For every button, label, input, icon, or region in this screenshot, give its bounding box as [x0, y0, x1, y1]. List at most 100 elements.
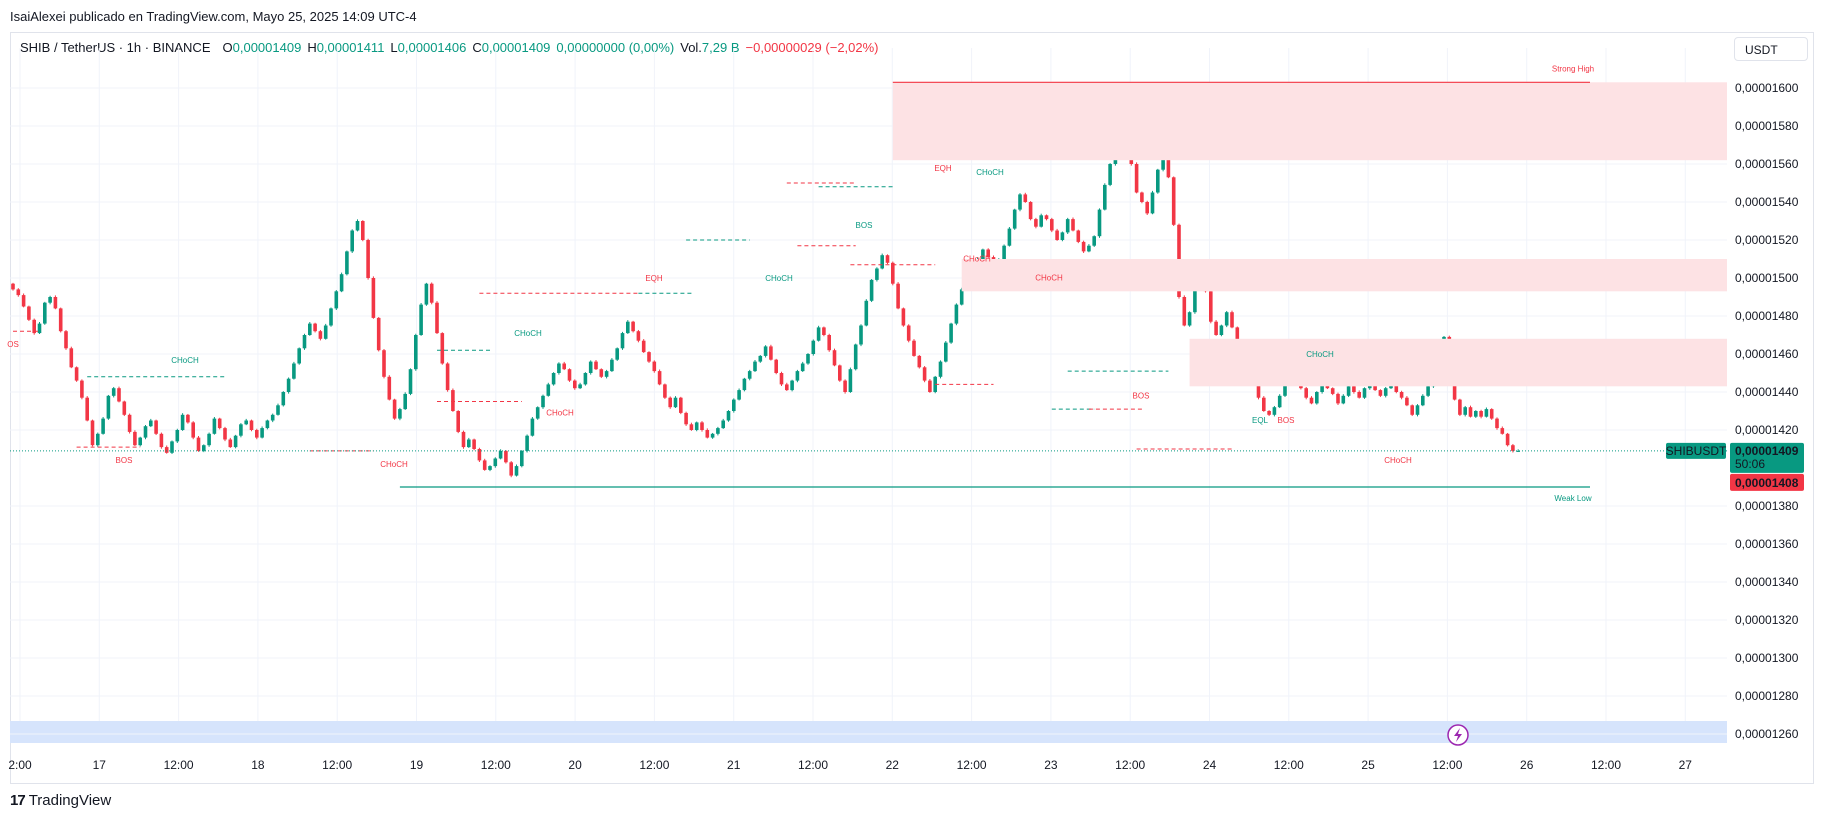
- candle-body: [1346, 386, 1351, 396]
- price-axis-tick-0: 0,00001600: [1735, 81, 1799, 95]
- candle-body: [164, 447, 169, 453]
- candle-body: [16, 289, 21, 296]
- candle-body: [488, 466, 492, 470]
- legend-symbol[interactable]: SHIB / TetherUS · 1h · BINANCE: [20, 40, 211, 55]
- candle-body: [716, 428, 720, 434]
- candle-body: [101, 418, 105, 434]
- candle-body: [32, 319, 36, 334]
- time-axis-tick-0: 2:00: [8, 758, 32, 772]
- candle-body: [906, 325, 911, 341]
- price-axis-tick-10: 0,00001380: [1735, 499, 1799, 513]
- time-axis-tick-21: 27: [1679, 758, 1693, 772]
- candle-body: [106, 395, 111, 419]
- structure-label: BOS: [116, 456, 133, 465]
- candle-body: [403, 393, 407, 410]
- candle-body: [1071, 219, 1075, 231]
- candle-body: [1272, 407, 1277, 415]
- candle-body: [392, 399, 397, 419]
- currency-selector[interactable]: USDT: [1734, 37, 1808, 61]
- candle-body: [1028, 202, 1033, 220]
- candle-body: [1373, 384, 1377, 391]
- candle-body: [361, 221, 365, 240]
- candle-body: [133, 431, 137, 446]
- candle-body: [954, 304, 959, 324]
- candle-body: [456, 411, 460, 432]
- candle-body: [880, 255, 884, 269]
- candle-body: [710, 433, 715, 438]
- chart-legend: SHIB / TetherUS · 1h · BINANCE O0,000014…: [20, 40, 879, 55]
- time-axis-tick-15: 24: [1203, 758, 1217, 772]
- candle-body: [859, 325, 863, 345]
- candle-body: [700, 422, 704, 430]
- candle-body: [1315, 392, 1319, 404]
- last-price-value: 0,00001409: [1735, 444, 1799, 458]
- candle-body: [1283, 382, 1287, 396]
- candle-body: [1452, 376, 1457, 400]
- candle-body: [1065, 219, 1070, 233]
- candle-body: [726, 411, 731, 421]
- candle-body: [371, 278, 376, 318]
- candle-body: [774, 359, 778, 373]
- candle-body: [334, 291, 339, 309]
- candle-body: [1209, 291, 1213, 322]
- candle-body: [154, 420, 158, 434]
- price-axis-tick-14: 0,00001300: [1735, 651, 1799, 665]
- structure-label: CHoCH: [380, 460, 408, 469]
- legend-open-value: 0,00001409: [232, 40, 302, 55]
- price-axis-tick-12: 0,00001340: [1735, 575, 1799, 589]
- candle-body: [779, 373, 784, 385]
- candle-body: [244, 420, 248, 425]
- candle-body: [276, 405, 280, 415]
- candle-body: [981, 249, 985, 259]
- candle-body: [302, 335, 307, 349]
- candle-body: [1415, 405, 1420, 415]
- structure-label: EQH: [645, 274, 663, 283]
- candle-body: [493, 458, 498, 467]
- candle-body: [853, 344, 858, 370]
- candle-body: [514, 466, 519, 476]
- candle-body: [355, 221, 360, 231]
- candle-body: [180, 414, 185, 430]
- candle-body: [1505, 433, 1510, 446]
- candle-body: [530, 418, 535, 436]
- price-axis-tick-1: 0,00001580: [1735, 119, 1799, 133]
- time-axis-tick-13: 23: [1044, 758, 1058, 772]
- publisher-line: IsaiAlexei publicado en TradingView.com,…: [10, 9, 417, 24]
- candle-body: [350, 230, 354, 252]
- tradingview-logo[interactable]: 17 TradingView: [10, 792, 111, 809]
- time-axis-tick-9: 21: [727, 758, 741, 772]
- candle-body: [127, 414, 132, 432]
- candle-body: [1320, 382, 1324, 392]
- candle-body: [366, 240, 370, 278]
- candle-body: [520, 450, 524, 467]
- time-axis-tick-5: 19: [410, 758, 424, 772]
- candle-body: [689, 424, 694, 430]
- candle-body: [827, 335, 831, 351]
- candle-body: [297, 348, 301, 364]
- candle-body: [1426, 386, 1430, 396]
- session-band: [10, 721, 1727, 743]
- candle-body: [1060, 232, 1065, 240]
- candle-body: [111, 388, 116, 396]
- candle-body: [636, 331, 641, 341]
- candle-body: [1267, 411, 1271, 415]
- candle-body: [944, 342, 948, 362]
- structure-label: EQH: [934, 164, 952, 173]
- price-axis-tick-13: 0,00001320: [1735, 613, 1799, 627]
- candle-body: [477, 449, 482, 461]
- symbol-tag-bg: [1666, 442, 1726, 459]
- candle-body: [1463, 407, 1467, 415]
- candle-body: [1399, 392, 1404, 398]
- candle-body: [1214, 321, 1218, 335]
- candle-body: [742, 378, 747, 391]
- last-price-countdown: 50:06: [1735, 457, 1765, 471]
- candle-body: [48, 297, 52, 303]
- legend-high-value: 0,00001411: [316, 40, 385, 55]
- candle-body: [138, 437, 142, 446]
- candle-body: [308, 323, 312, 335]
- candle-body: [1405, 397, 1409, 406]
- candle-body: [885, 255, 890, 263]
- time-axis-tick-14: 12:00: [1115, 758, 1145, 772]
- candle-body: [848, 369, 853, 392]
